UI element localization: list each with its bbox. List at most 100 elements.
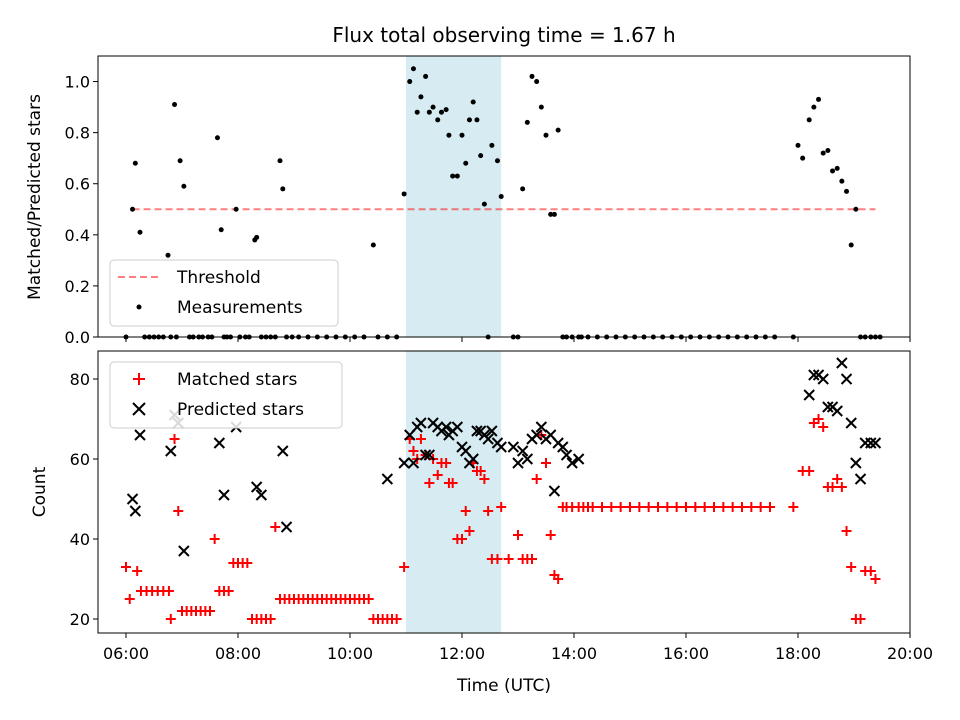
measurements-legend-label: Measurements — [177, 298, 303, 318]
matched-star-point — [865, 566, 876, 576]
measurement-point — [130, 206, 136, 212]
matched-legend-label: Matched stars — [177, 370, 297, 390]
matched-star-point — [492, 554, 503, 564]
measurement-point — [177, 158, 183, 164]
measurement-point — [214, 135, 220, 141]
bottom-panel: 20 40 60 80 06:00 08:00 10:00 12:00 14:00 16:00 1… — [30, 350, 933, 696]
measurement-point — [529, 73, 535, 79]
matched-star-point — [408, 446, 419, 456]
predicted-star-point — [423, 449, 436, 461]
measurement-point — [401, 191, 407, 197]
measurement-point — [233, 206, 239, 212]
measurement-point — [466, 117, 472, 123]
predicted-star-point — [419, 449, 432, 461]
predicted-star-point — [451, 421, 464, 433]
matched-star-point — [457, 534, 467, 544]
y-tick-label: 0.2 — [65, 277, 90, 296]
measurement-point — [811, 104, 817, 110]
measurement-point — [277, 158, 283, 164]
bottom-x-ticks: 06:00 08:00 10:00 12:00 14:00 16:00 18:00 20:00 — [103, 633, 933, 663]
matched-star-point — [527, 554, 537, 564]
y-tick-label: 80 — [70, 370, 90, 389]
measurement-point — [543, 132, 549, 138]
x-tick-label: 06:00 — [103, 644, 149, 663]
matched-star-point — [818, 422, 829, 432]
top-y-ticks: 0.0 0.2 0.4 0.6 0.8 1.0 — [65, 73, 98, 347]
matched-star-point — [441, 458, 452, 468]
predicted-star-point — [808, 369, 820, 381]
matched-star-point — [643, 502, 654, 512]
matched-star-point — [553, 574, 564, 584]
measurement-point — [853, 206, 859, 212]
measurement-point — [489, 142, 495, 148]
measurement-point — [438, 109, 444, 115]
matched-star-point — [173, 506, 184, 516]
predicted-star-point — [840, 373, 853, 385]
matched-star-point — [391, 614, 402, 624]
bottom-legend-box — [109, 361, 343, 429]
matched-star-point — [205, 606, 215, 616]
matched-star-point — [606, 502, 617, 512]
measurement-point — [494, 158, 500, 164]
measurement-point — [474, 117, 480, 123]
measurement-point — [435, 117, 441, 123]
measurement-point — [834, 165, 840, 171]
matched-star-point — [841, 526, 852, 536]
measurement-point — [534, 79, 540, 85]
matched-star-point — [479, 474, 490, 484]
matched-star-point — [363, 594, 374, 604]
matched-star-point — [827, 482, 838, 492]
x-tick-label: 16:00 — [663, 644, 709, 663]
measurement-point — [418, 94, 424, 100]
predicted-star-point — [535, 421, 548, 433]
matched-star-point — [121, 562, 131, 572]
predicted-star-point — [471, 425, 483, 437]
measurement-point — [481, 201, 487, 207]
predicted-star-point — [803, 389, 815, 401]
measurement-point — [478, 153, 484, 159]
x-tick-label: 10:00 — [327, 644, 373, 663]
matched-star-point — [737, 502, 747, 512]
predicted-star-point — [521, 453, 534, 465]
top-y-axis-label: Matched/Predicted stars — [25, 94, 45, 300]
matched-star-point — [681, 502, 691, 512]
measurement-point — [538, 104, 544, 110]
measurement-point — [548, 211, 554, 217]
matched-star-point — [209, 534, 220, 544]
matched-star-point — [855, 614, 866, 624]
matched-star-point — [727, 502, 738, 512]
x-tick-label: 08:00 — [215, 644, 261, 663]
measurement-point — [430, 104, 436, 110]
x-tick-label: 14:00 — [551, 644, 597, 663]
predicted-star-point — [407, 457, 420, 469]
predicted-star-point — [869, 437, 882, 449]
predicted-star-point — [486, 425, 498, 437]
predicted-star-point — [530, 429, 543, 441]
predicted-star-point — [822, 401, 834, 413]
matched-star-point — [755, 502, 766, 512]
threshold-legend-label: Threshold — [176, 268, 261, 288]
predicted-star-point — [440, 421, 452, 433]
matched-star-point — [464, 526, 475, 536]
measurement-point — [800, 155, 806, 161]
chart-title: Flux total observing time = 1.67 h — [332, 23, 675, 47]
predicted-star-point — [255, 489, 268, 501]
matched-star-point — [718, 502, 729, 512]
measurement-point — [795, 142, 801, 148]
measurement-point — [280, 186, 286, 192]
matched-star-point — [475, 466, 486, 476]
predicted-star-point — [507, 441, 520, 453]
predicted-star-point — [817, 373, 829, 385]
top-panel: 0.0 0.2 0.4 0.6 0.8 1.0 Flux total observing … — [25, 23, 911, 347]
matched-star-point — [788, 502, 799, 512]
matched-star-point — [169, 434, 180, 444]
measurement-point — [446, 132, 452, 138]
matched-star-point — [545, 530, 556, 540]
measurement-point — [443, 107, 449, 113]
y-tick-label: 0.4 — [65, 226, 90, 245]
x-tick-label: 18:00 — [775, 644, 821, 663]
predicted-star-point — [557, 441, 569, 453]
measurement-point — [844, 188, 850, 194]
measurement-point — [551, 211, 557, 217]
matched-star-point — [265, 614, 276, 624]
